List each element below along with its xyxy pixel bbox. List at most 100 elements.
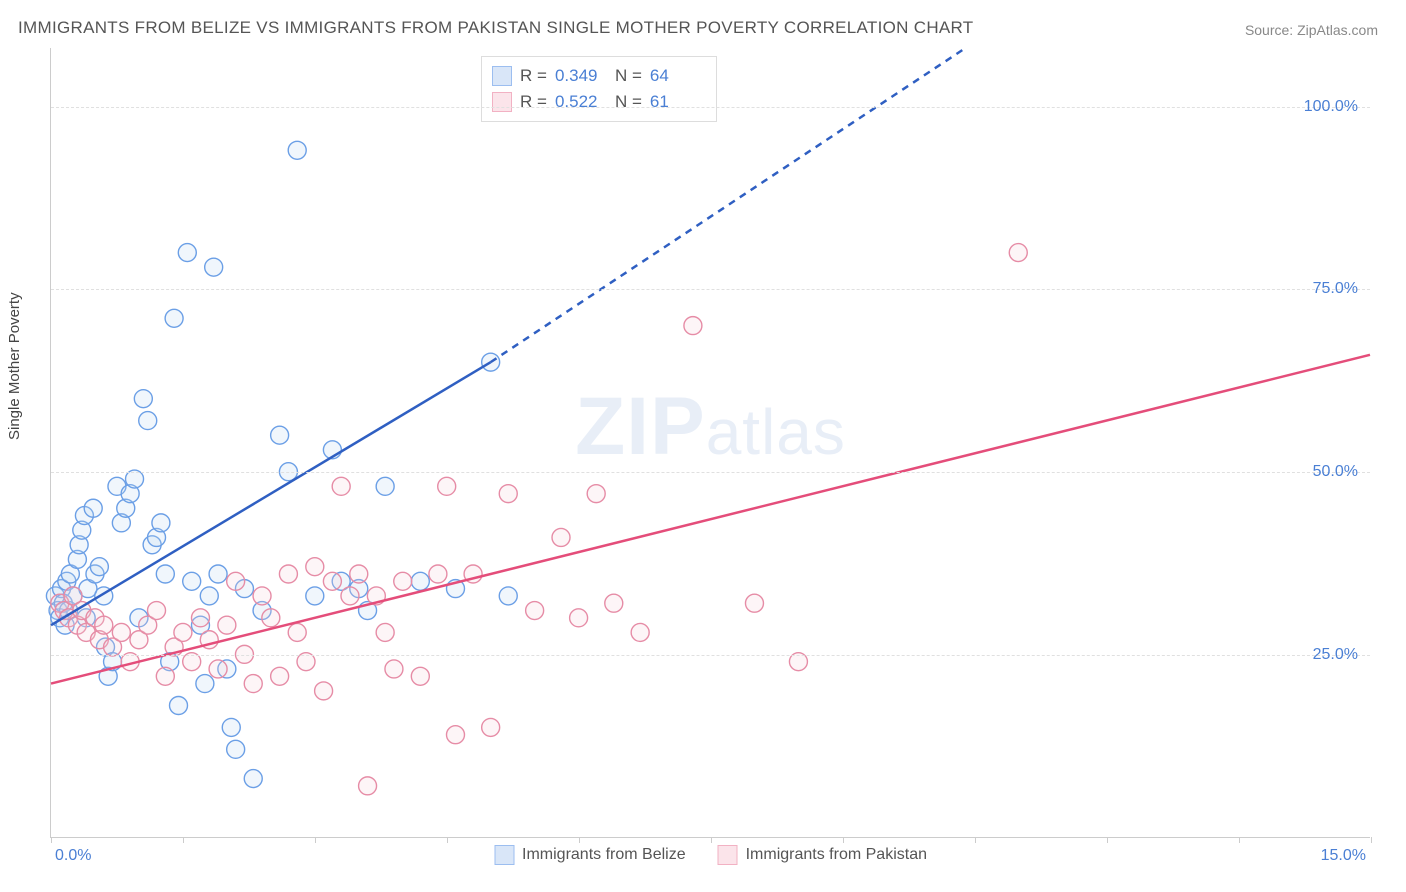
data-point-belize — [205, 258, 223, 276]
data-point-pakistan — [262, 609, 280, 627]
data-point-pakistan — [244, 675, 262, 693]
data-point-pakistan — [552, 528, 570, 546]
data-point-pakistan — [587, 485, 605, 503]
source-attribution: Source: ZipAtlas.com — [1245, 22, 1378, 38]
data-point-belize — [306, 587, 324, 605]
y-tick-label: 100.0% — [1304, 98, 1358, 116]
data-point-pakistan — [526, 602, 544, 620]
data-point-belize — [376, 477, 394, 495]
stats-n-value-belize: 64 — [650, 66, 702, 86]
data-point-pakistan — [482, 718, 500, 736]
x-tick — [579, 837, 580, 843]
data-point-belize — [183, 572, 201, 590]
data-point-pakistan — [394, 572, 412, 590]
stats-n-prefix: N = — [615, 92, 642, 112]
y-axis-label: Single Mother Poverty — [6, 292, 23, 440]
source-prefix: Source: — [1245, 22, 1297, 38]
chart-title: IMMIGRANTS FROM BELIZE VS IMMIGRANTS FRO… — [18, 18, 974, 38]
data-point-belize — [84, 499, 102, 517]
legend-item-belize: Immigrants from Belize — [494, 845, 686, 865]
data-point-pakistan — [95, 616, 113, 634]
data-point-belize — [200, 587, 218, 605]
gridline — [51, 655, 1370, 656]
data-point-pakistan — [288, 623, 306, 641]
data-point-belize — [156, 565, 174, 583]
data-point-pakistan — [332, 477, 350, 495]
data-point-pakistan — [631, 623, 649, 641]
gridline — [51, 472, 1370, 473]
data-point-belize — [244, 770, 262, 788]
x-tick — [183, 837, 184, 843]
gridline — [51, 107, 1370, 108]
stats-r-prefix: R = — [520, 66, 547, 86]
data-point-belize — [271, 426, 289, 444]
gridline — [51, 289, 1370, 290]
legend-swatch-belize — [494, 845, 514, 865]
x-tick — [447, 837, 448, 843]
data-point-pakistan — [148, 602, 166, 620]
data-point-belize — [499, 587, 517, 605]
x-tick — [1371, 837, 1372, 843]
x-tick — [1239, 837, 1240, 843]
data-point-pakistan — [411, 667, 429, 685]
data-point-pakistan — [438, 477, 456, 495]
bottom-legend: Immigrants from Belize Immigrants from P… — [494, 845, 927, 865]
data-point-pakistan — [359, 777, 377, 795]
data-point-pakistan — [306, 558, 324, 576]
stats-row-belize: R = 0.349 N = 64 — [492, 63, 702, 89]
data-point-pakistan — [279, 565, 297, 583]
data-point-pakistan — [1009, 244, 1027, 262]
data-point-pakistan — [112, 623, 130, 641]
data-point-belize — [134, 390, 152, 408]
data-point-pakistan — [570, 609, 588, 627]
swatch-pakistan — [492, 92, 512, 112]
data-point-pakistan — [605, 594, 623, 612]
y-tick-label: 25.0% — [1313, 646, 1358, 664]
stats-r-value-belize: 0.349 — [555, 66, 607, 86]
data-point-belize — [178, 244, 196, 262]
data-point-pakistan — [191, 609, 209, 627]
data-point-belize — [288, 141, 306, 159]
data-point-belize — [170, 697, 188, 715]
data-point-pakistan — [156, 667, 174, 685]
x-tick — [711, 837, 712, 843]
stats-n-value-pakistan: 61 — [650, 92, 702, 112]
data-point-pakistan — [209, 660, 227, 678]
data-point-belize — [209, 565, 227, 583]
x-tick — [975, 837, 976, 843]
data-point-belize — [90, 558, 108, 576]
data-point-pakistan — [429, 565, 447, 583]
y-tick-label: 75.0% — [1313, 280, 1358, 298]
x-tick — [843, 837, 844, 843]
data-point-belize — [165, 309, 183, 327]
data-point-pakistan — [499, 485, 517, 503]
regression-line-pakistan — [51, 355, 1370, 684]
x-tick — [51, 837, 52, 843]
legend-swatch-pakistan — [718, 845, 738, 865]
data-point-pakistan — [271, 667, 289, 685]
data-point-pakistan — [447, 726, 465, 744]
data-point-belize — [222, 718, 240, 736]
stats-r-prefix: R = — [520, 92, 547, 112]
chart-svg — [51, 48, 1370, 837]
source-link[interactable]: ZipAtlas.com — [1297, 22, 1378, 38]
stats-r-value-pakistan: 0.522 — [555, 92, 607, 112]
data-point-pakistan — [385, 660, 403, 678]
data-point-pakistan — [253, 587, 271, 605]
legend-label-pakistan: Immigrants from Pakistan — [746, 846, 927, 864]
data-point-pakistan — [323, 572, 341, 590]
stats-n-prefix: N = — [615, 66, 642, 86]
data-point-belize — [196, 675, 214, 693]
data-point-pakistan — [341, 587, 359, 605]
data-point-belize — [152, 514, 170, 532]
data-point-belize — [411, 572, 429, 590]
data-point-pakistan — [684, 317, 702, 335]
data-point-pakistan — [174, 623, 192, 641]
y-tick-label: 50.0% — [1313, 463, 1358, 481]
chart-plot-area: ZIPatlas R = 0.349 N = 64 R = 0.522 N = … — [50, 48, 1370, 838]
data-point-pakistan — [376, 623, 394, 641]
stats-row-pakistan: R = 0.522 N = 61 — [492, 89, 702, 115]
data-point-pakistan — [745, 594, 763, 612]
x-tick-min: 0.0% — [55, 847, 91, 865]
data-point-belize — [139, 412, 157, 430]
